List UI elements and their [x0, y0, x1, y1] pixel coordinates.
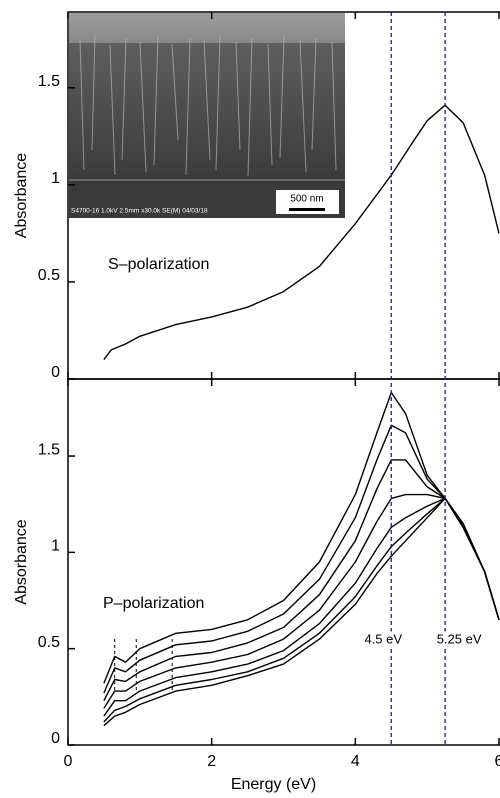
y-tick-label: 1.5 — [38, 441, 60, 458]
label-background — [363, 631, 404, 647]
x-tick-label: 6 — [495, 753, 500, 770]
y-tick-label: 1.5 — [38, 73, 60, 90]
y-axis-label: Absorbance — [13, 153, 30, 238]
y-tick-label: 0.5 — [38, 267, 60, 284]
y-tick-label: 0 — [51, 730, 60, 747]
x-tick-label: 0 — [64, 753, 73, 770]
y-tick-label: 0 — [51, 364, 60, 381]
image-info: S4700-16 1.0kV 2.5mm x30.0k SE(M) 04/03/… — [71, 208, 208, 215]
y-tick-label: 1 — [51, 170, 60, 187]
reference-label: 5.25 eV — [437, 631, 482, 646]
inset-image: 500 nm S4700-16 1.0kV 2.5mm x30.0k SE(M)… — [69, 13, 345, 218]
data-line — [103, 104, 500, 361]
reference-label: 4.5 eV — [364, 631, 402, 646]
annotation: P–polarization — [103, 595, 204, 612]
scale-label: 500 nm — [290, 194, 323, 205]
y-tick-label: 1 — [51, 538, 60, 555]
annotation: S–polarization — [108, 256, 209, 273]
y-tick-label: 0.5 — [38, 634, 60, 651]
axis-frame — [67, 378, 500, 746]
label-background — [435, 631, 483, 647]
x-axis-label: Energy (eV) — [231, 776, 316, 793]
y-axis-label: Absorbance — [13, 519, 30, 604]
data-line — [103, 497, 500, 727]
data-line — [103, 424, 500, 694]
x-tick-label: 4 — [351, 753, 360, 770]
x-tick-label: 2 — [207, 753, 216, 770]
